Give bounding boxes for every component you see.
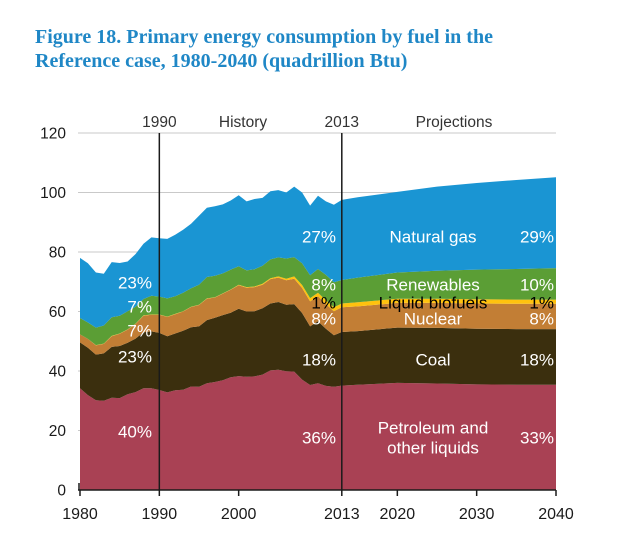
pct-label-nuclear-2013: 8%	[311, 310, 336, 329]
area-nuclear	[80, 277, 556, 355]
area-natural-gas	[80, 177, 556, 328]
y-tick-label-100: 100	[40, 185, 66, 202]
pct-label-natural-gas-2040: 29%	[520, 228, 554, 247]
x-tick-label-1990: 1990	[142, 506, 178, 523]
x-tick-label-2030: 2030	[459, 506, 495, 523]
x-tick-label-1980: 1980	[62, 506, 98, 523]
series-label-renewables: Renewables	[386, 276, 480, 295]
y-tick-label-0: 0	[57, 483, 66, 500]
header-year-1990: 1990	[142, 114, 177, 131]
pct-label-nuclear-1990: 7%	[127, 322, 152, 341]
area-coal	[80, 302, 556, 401]
pct-label-renewables-2013: 8%	[311, 276, 336, 295]
pct-label-natural-gas-1990: 23%	[118, 274, 152, 293]
y-tick-label-120: 120	[40, 126, 66, 143]
figure-title: Figure 18. Primary energy consumption by…	[35, 25, 605, 73]
pct-label-coal-1990: 23%	[118, 348, 152, 367]
series-label-coal: Coal	[416, 351, 451, 370]
pct-label-renewables-2040: 10%	[520, 276, 554, 295]
pct-label-petroleum-and-other-liquids-2013: 36%	[302, 429, 336, 448]
series-label-natural-gas: Natural gas	[390, 228, 477, 247]
x-tick-label-2020: 2020	[380, 506, 416, 523]
y-tick-label-20: 20	[49, 423, 67, 440]
pct-label-natural-gas-2013: 27%	[302, 228, 336, 247]
header-year-2013: 2013	[325, 114, 359, 131]
y-tick-label-60: 60	[49, 304, 67, 321]
x-tick-label-2040: 2040	[538, 506, 574, 523]
area-renewables	[80, 257, 556, 346]
y-tick-label-80: 80	[49, 245, 67, 262]
area-petroleum-and-other-liquids	[80, 369, 556, 490]
header-projections-label: Projections	[416, 114, 493, 131]
pct-label-petroleum-and-other-liquids-2040: 33%	[520, 429, 554, 448]
figure-title-line2: Reference case, 1980-2040 (quadrillion B…	[35, 50, 408, 72]
pct-label-nuclear-2040: 8%	[529, 310, 554, 329]
pct-label-renewables-1990: 7%	[127, 298, 152, 317]
series-label-nuclear: Nuclear	[404, 310, 463, 329]
pct-label-petroleum-and-other-liquids-1990: 40%	[118, 423, 152, 442]
figure-title-line1: Figure 18. Primary energy consumption by…	[35, 26, 493, 48]
series-label-petroleum-and-other-liquids-line1: Petroleum and	[378, 419, 489, 438]
series-label-liquid-biofuels: Liquid biofuels	[379, 294, 488, 313]
pct-label-coal-2040: 18%	[520, 351, 554, 370]
series-label-petroleum-and-other-liquids-line2: other liquids	[387, 439, 479, 458]
pct-label-liquid-biofuels-2013: 1%	[311, 294, 336, 313]
pct-label-coal-2013: 18%	[302, 351, 336, 370]
x-tick-label-2013: 2013	[324, 506, 360, 523]
pct-label-liquid-biofuels-2040: 1%	[529, 294, 554, 313]
header-history-label: History	[219, 114, 267, 131]
x-tick-label-2000: 2000	[221, 506, 257, 523]
y-tick-label-40: 40	[49, 364, 67, 381]
